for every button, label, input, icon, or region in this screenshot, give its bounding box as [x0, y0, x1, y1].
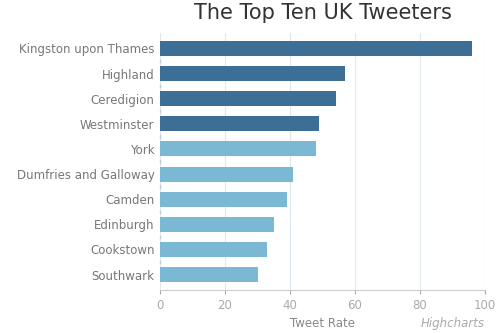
Text: Highcharts: Highcharts [421, 317, 485, 330]
X-axis label: Tweet Rate: Tweet Rate [290, 317, 355, 330]
Bar [160, 267, 258, 282]
Bar [160, 41, 472, 56]
Bar [160, 142, 316, 157]
Bar [160, 242, 267, 257]
Bar [160, 192, 287, 207]
Bar [160, 66, 345, 81]
Title: The Top Ten UK Tweeters: The Top Ten UK Tweeters [194, 3, 452, 23]
Bar [160, 166, 293, 181]
Bar [160, 116, 320, 131]
Bar [160, 217, 274, 232]
Bar [160, 91, 336, 106]
